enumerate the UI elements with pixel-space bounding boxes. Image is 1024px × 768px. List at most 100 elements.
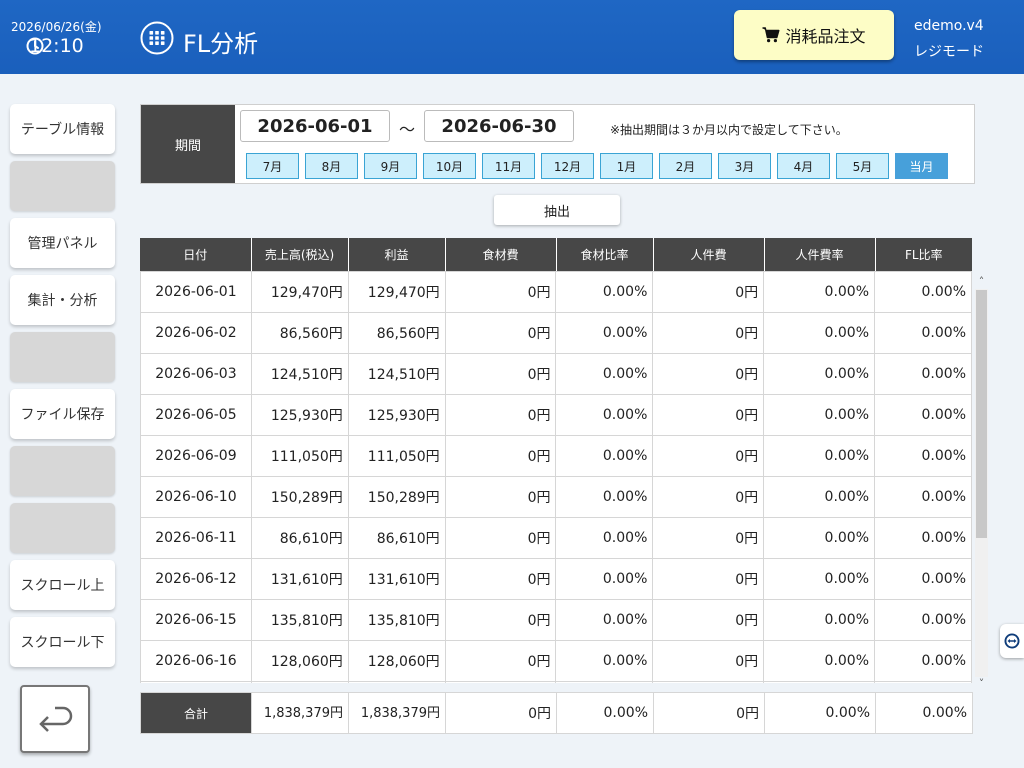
cell-food-cost: 0円: [444, 517, 557, 559]
cell-labor-cost: 0円: [652, 312, 765, 354]
month-button[interactable]: 10月: [423, 153, 476, 179]
order-supplies-button[interactable]: 消耗品注文: [734, 10, 894, 60]
table-row[interactable]: 2026-06-01 129,470円 129,470円 0円 0.00% 0円 0.00%…: [140, 271, 972, 313]
cell-date: 2026-06-12: [140, 558, 252, 600]
table-row[interactable]: 2026-06-05 125,930円 125,930円 0円 0.00% 0円 0.00%…: [140, 394, 972, 436]
total-profit: 1,838,379円: [348, 692, 446, 734]
month-button[interactable]: 1月: [600, 153, 653, 179]
fl-table-total: 合計 1,838,379円 1,838,379円 0円 0.00% 0円 0.0…: [140, 692, 973, 734]
sidebar-item-label: スクロール上: [20, 578, 105, 594]
cell-fl-ratio: 0.00%: [874, 271, 972, 313]
cell-food-ratio: 0.00%: [555, 271, 654, 313]
total-labor-ratio: 0.00%: [764, 692, 876, 734]
month-button[interactable]: 9月: [364, 153, 417, 179]
cell-date: 2026-06-02: [140, 312, 252, 354]
table-row[interactable]: 2026-06-12 131,610円 131,610円 0円 0.00% 0円 0.00%…: [140, 558, 972, 600]
cell-fl-ratio: 0.00%: [874, 640, 972, 682]
column-header-food-ratio[interactable]: 食材比率: [556, 238, 654, 271]
column-header-date[interactable]: 日付: [140, 238, 252, 271]
sidebar-item-table-info[interactable]: テーブル情報: [10, 104, 115, 154]
month-button[interactable]: 12月: [541, 153, 594, 179]
table-row[interactable]: 2026-06-10 150,289円 150,289円 0円 0.00% 0円 0.00%…: [140, 476, 972, 518]
scrollbar-thumb[interactable]: [976, 290, 987, 538]
sidebar-item-admin-panel[interactable]: 管理パネル: [10, 218, 115, 268]
period-note: ※抽出期間は３か月以内で設定して下さい。: [610, 123, 848, 137]
cell-food-cost: 0円: [444, 476, 557, 518]
month-button[interactable]: 8月: [305, 153, 358, 179]
sidebar-item-scroll-down[interactable]: スクロール下: [10, 617, 115, 667]
month-button[interactable]: 2月: [659, 153, 712, 179]
cell-profit: 131,610円: [347, 558, 446, 600]
month-button[interactable]: 5月: [836, 153, 889, 179]
extract-button[interactable]: 抽出: [494, 195, 620, 225]
cell-sales: 111,050円: [250, 435, 349, 477]
scroll-up-arrow[interactable]: ˄: [978, 275, 985, 288]
month-button[interactable]: 7月: [246, 153, 299, 179]
table-body-viewport[interactable]: 2026-06-01 129,470円 129,470円 0円 0.00% 0円 0.00%…: [140, 271, 972, 683]
column-header-food-cost[interactable]: 食材費: [445, 238, 557, 271]
table-row[interactable]: 2026-06-15 135,810円 135,810円 0円 0.00% 0円 0.00%…: [140, 599, 972, 641]
month-button[interactable]: 3月: [718, 153, 771, 179]
cell-labor-ratio: 0.00%: [763, 517, 876, 559]
cell-date: 2026-06-10: [140, 476, 252, 518]
keypad-icon[interactable]: [140, 21, 174, 55]
table-row[interactable]: 2026-06-03 124,510円 124,510円 0円 0.00% 0円 0.00%…: [140, 353, 972, 395]
table-row[interactable]: 2026-06-11 86,610円 86,610円 0円 0.00% 0円 0.00% 0.…: [140, 517, 972, 559]
total-fl-ratio: 0.00%: [875, 692, 973, 734]
cell-sales: 128,060円: [250, 640, 349, 682]
column-header-labor-cost[interactable]: 人件費: [653, 238, 765, 271]
cell-sales: 150,289円: [250, 476, 349, 518]
empty-cell: [444, 681, 557, 683]
cell-date: 2026-06-11: [140, 517, 252, 559]
table-row-partial: [140, 681, 972, 683]
sidebar-item-label: テーブル情報: [20, 122, 105, 138]
sidebar-item-scroll-up[interactable]: スクロール上: [10, 560, 115, 610]
cell-profit: 124,510円: [347, 353, 446, 395]
cell-date: 2026-06-01: [140, 271, 252, 313]
table-row[interactable]: 2026-06-16 128,060円 128,060円 0円 0.00% 0円 0.00%…: [140, 640, 972, 682]
sidebar-item-empty[interactable]: [10, 161, 115, 211]
sidebar-item-label: 管理パネル: [27, 236, 98, 252]
sidebar-item-empty[interactable]: [10, 332, 115, 382]
table-row[interactable]: 2026-06-02 86,560円 86,560円 0円 0.00% 0円 0.00% 0.…: [140, 312, 972, 354]
current-month-button[interactable]: 当月: [895, 153, 948, 179]
cell-labor-ratio: 0.00%: [763, 558, 876, 600]
column-header-sales[interactable]: 売上高(税込): [251, 238, 349, 271]
sidebar-item-label: ファイル保存: [20, 407, 105, 423]
sidebar-item-empty[interactable]: [10, 503, 115, 553]
remote-support-icon: [1004, 633, 1020, 649]
cell-food-cost: 0円: [444, 599, 557, 641]
empty-cell: [763, 681, 876, 683]
cell-sales: 135,810円: [250, 599, 349, 641]
remote-support-tab[interactable]: [1000, 624, 1024, 658]
scroll-down-arrow[interactable]: ˅: [978, 677, 985, 690]
month-button[interactable]: 4月: [777, 153, 830, 179]
cell-food-cost: 0円: [444, 271, 557, 313]
column-header-labor-ratio[interactable]: 人件費率: [764, 238, 876, 271]
back-button[interactable]: [20, 685, 90, 753]
sidebar-item-empty[interactable]: [10, 446, 115, 496]
app-header: 2026/06/26(金) 12:10 FL分析 消耗品注文 edemo.v4 …: [0, 0, 1024, 74]
cell-date: 2026-06-05: [140, 394, 252, 436]
month-button[interactable]: 11月: [482, 153, 535, 179]
clock-icon: [26, 37, 44, 55]
cell-labor-ratio: 0.00%: [763, 394, 876, 436]
total-row: 合計 1,838,379円 1,838,379円 0円 0.00% 0円 0.0…: [140, 692, 973, 734]
total-label: 合計: [140, 692, 252, 734]
start-date-field[interactable]: 2026-06-01: [240, 110, 390, 142]
cell-profit: 135,810円: [347, 599, 446, 641]
table-row[interactable]: 2026-06-09 111,050円 111,050円 0円 0.00% 0円 0.00%…: [140, 435, 972, 477]
sidebar-item-save-file[interactable]: ファイル保存: [10, 389, 115, 439]
column-header-fl-ratio[interactable]: FL比率: [875, 238, 972, 271]
column-header-profit[interactable]: 利益: [348, 238, 446, 271]
cell-fl-ratio: 0.00%: [874, 435, 972, 477]
end-date-field[interactable]: 2026-06-30: [424, 110, 574, 142]
cell-sales: 131,610円: [250, 558, 349, 600]
sidebar-item-label: スクロール下: [20, 635, 105, 651]
cell-labor-cost: 0円: [652, 476, 765, 518]
empty-cell: [874, 681, 972, 683]
sidebar-item-analysis[interactable]: 集計・分析: [10, 275, 115, 325]
cell-labor-ratio: 0.00%: [763, 312, 876, 354]
empty-cell: [140, 681, 252, 683]
cell-food-ratio: 0.00%: [555, 353, 654, 395]
